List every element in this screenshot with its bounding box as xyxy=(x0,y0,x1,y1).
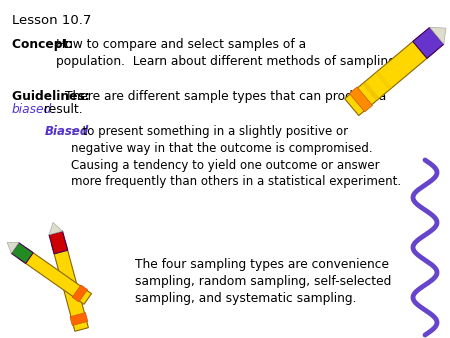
Text: Guidelines:: Guidelines: xyxy=(12,90,98,103)
Text: biased: biased xyxy=(12,103,52,116)
Text: Lesson 10.7: Lesson 10.7 xyxy=(12,14,91,27)
Text: There are different sample types that can produce a: There are different sample types that ca… xyxy=(65,90,386,103)
Polygon shape xyxy=(413,27,444,58)
Polygon shape xyxy=(430,27,446,44)
Text: The four sampling types are convenience
sampling, random sampling, self-selected: The four sampling types are convenience … xyxy=(135,258,392,305)
Polygon shape xyxy=(18,248,91,304)
Polygon shape xyxy=(345,34,435,116)
Text: Concept:: Concept: xyxy=(12,38,82,51)
Polygon shape xyxy=(7,242,19,254)
Polygon shape xyxy=(11,243,33,263)
Polygon shape xyxy=(349,87,373,112)
Polygon shape xyxy=(52,241,88,331)
Polygon shape xyxy=(362,81,379,101)
Polygon shape xyxy=(375,71,392,90)
Text: :  to present something in a slightly positive or
negative way in that the outco: : to present something in a slightly pos… xyxy=(71,125,401,188)
Polygon shape xyxy=(70,313,88,325)
Text: Biased: Biased xyxy=(45,125,89,138)
Polygon shape xyxy=(49,222,63,235)
Text: How to compare and select samples of a
population.  Learn about different method: How to compare and select samples of a p… xyxy=(56,38,400,68)
Polygon shape xyxy=(49,231,68,254)
Polygon shape xyxy=(72,285,87,302)
Text: result.: result. xyxy=(40,103,83,116)
